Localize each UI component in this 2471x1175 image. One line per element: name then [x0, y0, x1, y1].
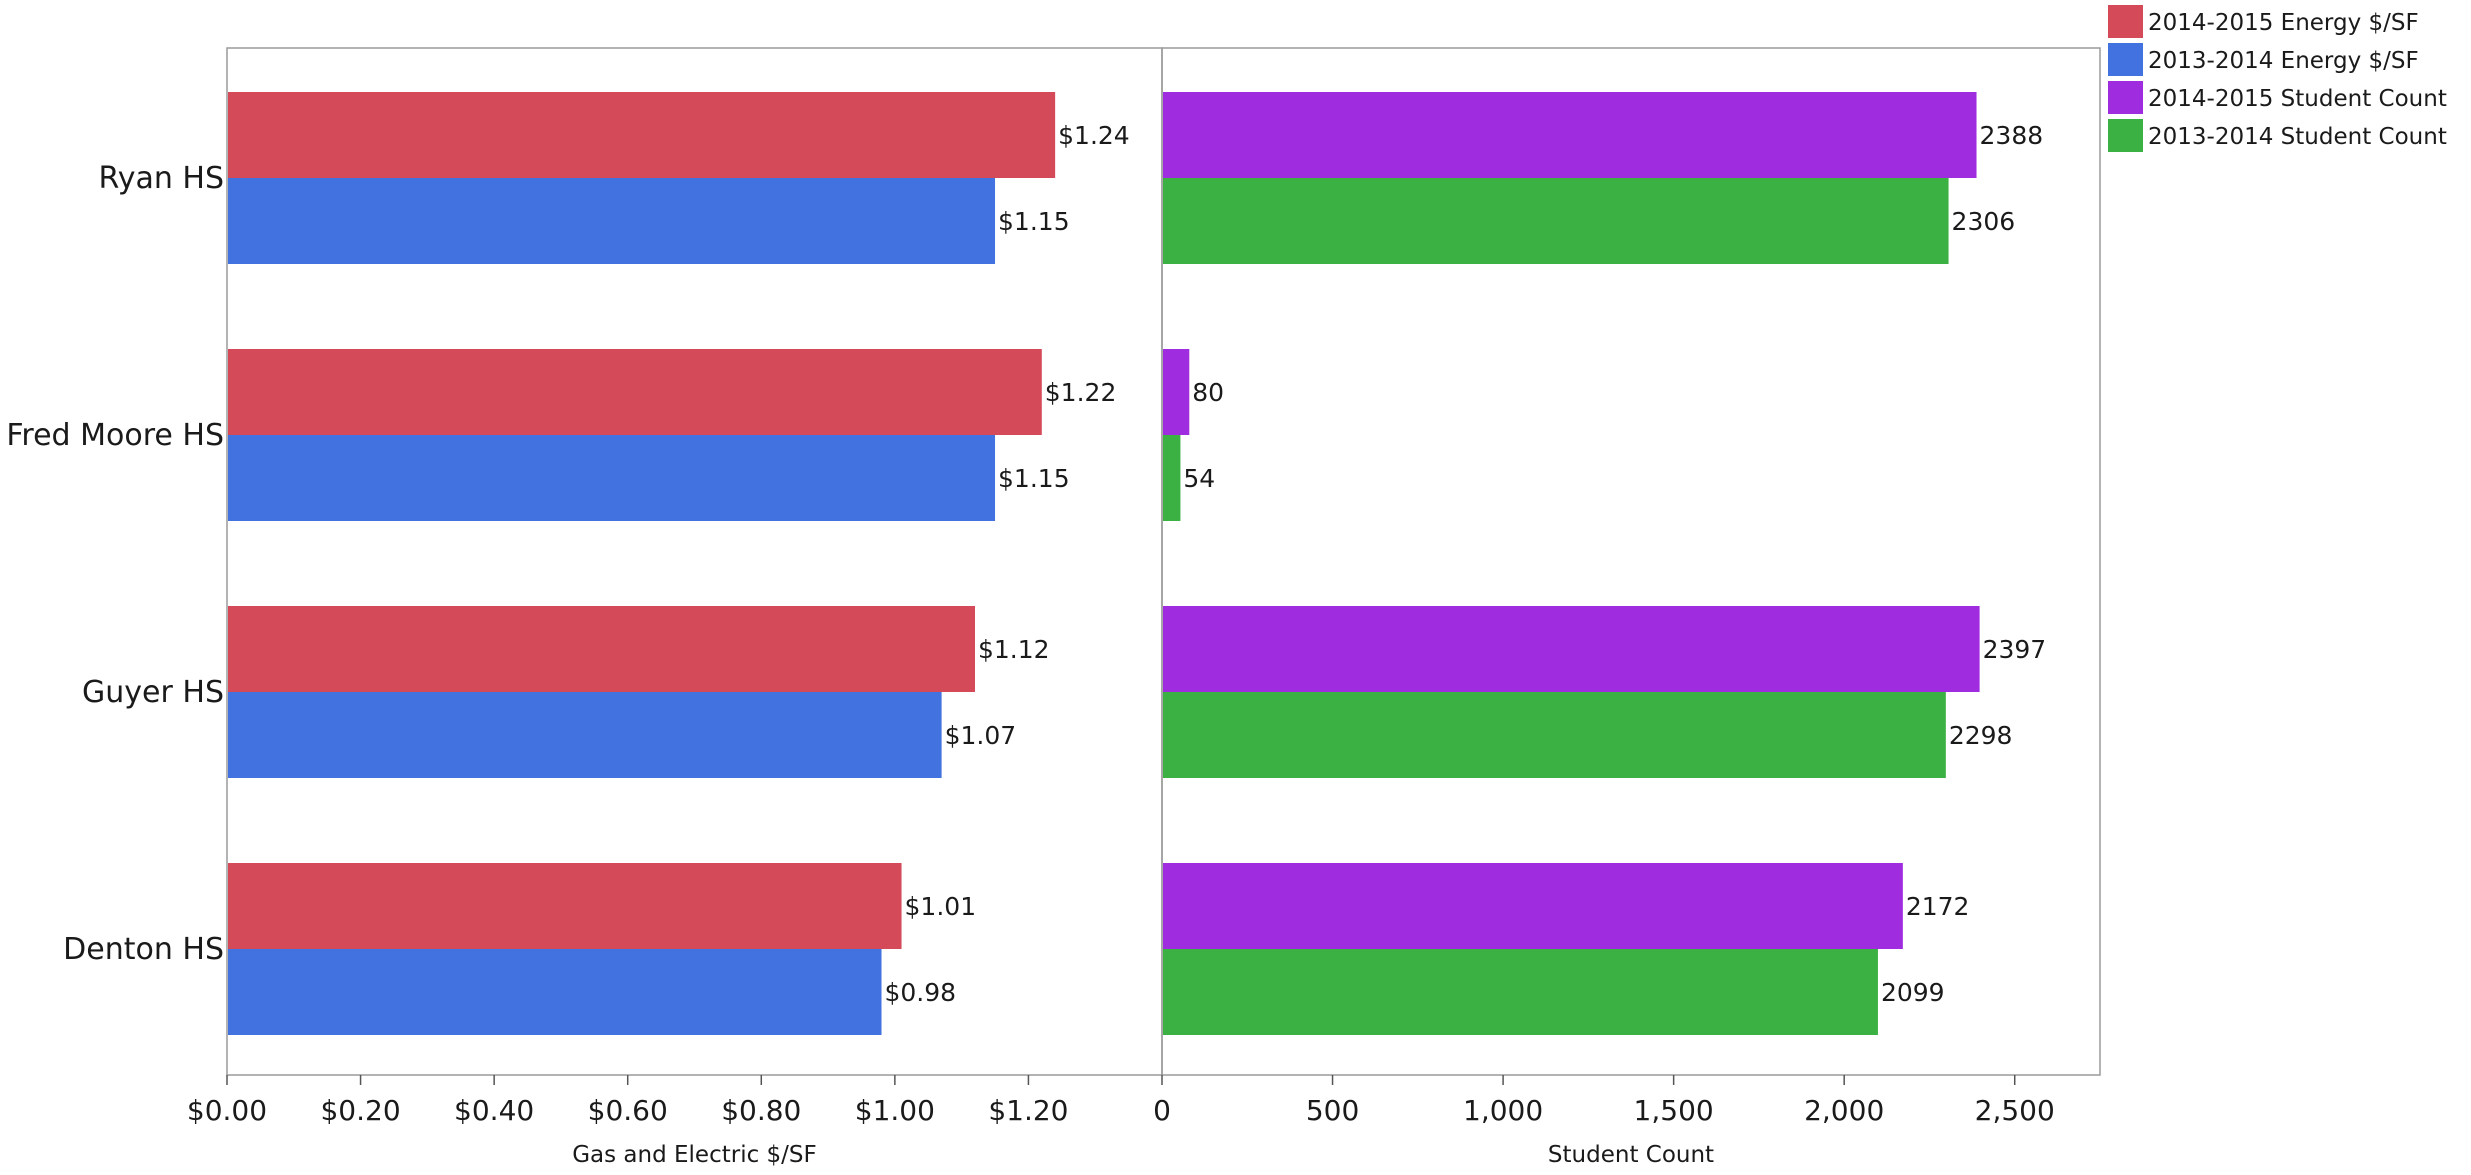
x-axes: $0.00 $0.20 $0.40 $0.60 $0.80 $1.00 $1.20 Gas a… — [187, 1075, 2055, 1168]
data-label: 2099 — [1881, 978, 1945, 1007]
x-axis-title: Gas and Electric $/SF — [572, 1142, 817, 1168]
category-label: Ryan HS — [99, 161, 225, 196]
legend-swatch — [2108, 5, 2143, 38]
legend-swatch — [2108, 81, 2143, 114]
bar-ryan-hs-2014-2015-energy-sf — [228, 92, 1056, 178]
data-label: $1.12 — [978, 635, 1050, 664]
bar-denton-hs-2013-2014-student-count — [1163, 949, 1878, 1035]
bars — [228, 92, 1980, 1035]
legend-label: 2014-2015 Student Count — [2148, 86, 2447, 112]
data-label: $1.15 — [998, 464, 1070, 493]
category-labels: Ryan HS Fred Moore HS Guyer HS Denton HS — [6, 161, 224, 967]
legend-label: 2014-2015 Energy $/SF — [2148, 10, 2419, 36]
x-axis-title: Student Count — [1548, 1142, 1714, 1168]
data-label: 54 — [1183, 464, 1215, 493]
x-tick-label: 0 — [1153, 1094, 1171, 1127]
x-tick-label: $0.20 — [320, 1094, 400, 1127]
data-label: $1.01 — [905, 892, 977, 921]
x-tick-label: 1,500 — [1634, 1094, 1714, 1127]
bar-guyer-hs-2014-2015-student-count — [1163, 606, 1980, 692]
data-label: $1.24 — [1058, 121, 1130, 150]
bar-denton-hs-2013-2014-energy-sf — [228, 949, 882, 1035]
x-tick-label: 2,500 — [1975, 1094, 2055, 1127]
x-tick-label: 2,000 — [1804, 1094, 1884, 1127]
legend: 2014-2015 Energy $/SF 2013-2014 Energy $/… — [2108, 5, 2447, 152]
data-label: 2306 — [1952, 207, 2016, 236]
x-tick-label: $1.00 — [855, 1094, 935, 1127]
legend-swatch — [2108, 43, 2143, 76]
x-tick-label: $1.20 — [988, 1094, 1068, 1127]
legend-swatch — [2108, 119, 2143, 152]
x-tick-label: $0.00 — [187, 1094, 267, 1127]
plot-frame-2 — [1161, 47, 2101, 1076]
bar-ryan-hs-2013-2014-student-count — [1163, 178, 1949, 264]
data-label: $0.98 — [885, 978, 957, 1007]
bar-fred-moore-hs-2014-2015-energy-sf — [228, 349, 1042, 435]
legend-label: 2013-2014 Energy $/SF — [2148, 48, 2419, 74]
bar-denton-hs-2014-2015-student-count — [1163, 863, 1903, 949]
data-label: $1.07 — [945, 721, 1017, 750]
data-label: $1.22 — [1045, 378, 1117, 407]
data-labels: $1.24 $1.22 $1.12 $1.01 $1.15 $1.15 $1.07 $0.98… — [885, 121, 2047, 1007]
bar-guyer-hs-2014-2015-energy-sf — [228, 606, 975, 692]
bar-ryan-hs-2014-2015-student-count — [1163, 92, 1977, 178]
bar-ryan-hs-2013-2014-energy-sf — [228, 178, 996, 264]
bar-guyer-hs-2013-2014-energy-sf — [228, 692, 942, 778]
data-label: $1.15 — [998, 207, 1070, 236]
x-tick-label: 1,000 — [1463, 1094, 1543, 1127]
x-tick-label: $0.80 — [721, 1094, 801, 1127]
data-label: 80 — [1192, 378, 1224, 407]
data-label: 2172 — [1906, 892, 1970, 921]
x-tick-label: 500 — [1306, 1094, 1359, 1127]
category-label: Denton HS — [63, 932, 224, 967]
bar-guyer-hs-2013-2014-student-count — [1163, 692, 1946, 778]
plot-frames — [226, 47, 2101, 1076]
data-label: 2388 — [1980, 121, 2044, 150]
category-label: Fred Moore HS — [6, 418, 224, 453]
bar-fred-moore-hs-2014-2015-student-count — [1163, 349, 1190, 435]
x-tick-label: $0.60 — [588, 1094, 668, 1127]
data-label: 2298 — [1949, 721, 2013, 750]
legend-label: 2013-2014 Student Count — [2148, 124, 2447, 150]
x-tick-label: $0.40 — [454, 1094, 534, 1127]
bar-fred-moore-hs-2013-2014-energy-sf — [228, 435, 996, 521]
bar-fred-moore-hs-2013-2014-student-count — [1163, 435, 1181, 521]
data-label: 2397 — [1983, 635, 2047, 664]
category-label: Guyer HS — [82, 675, 224, 710]
bar-denton-hs-2014-2015-energy-sf — [228, 863, 902, 949]
